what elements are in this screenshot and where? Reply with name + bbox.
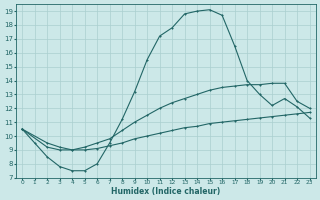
X-axis label: Humidex (Indice chaleur): Humidex (Indice chaleur) <box>111 187 220 196</box>
